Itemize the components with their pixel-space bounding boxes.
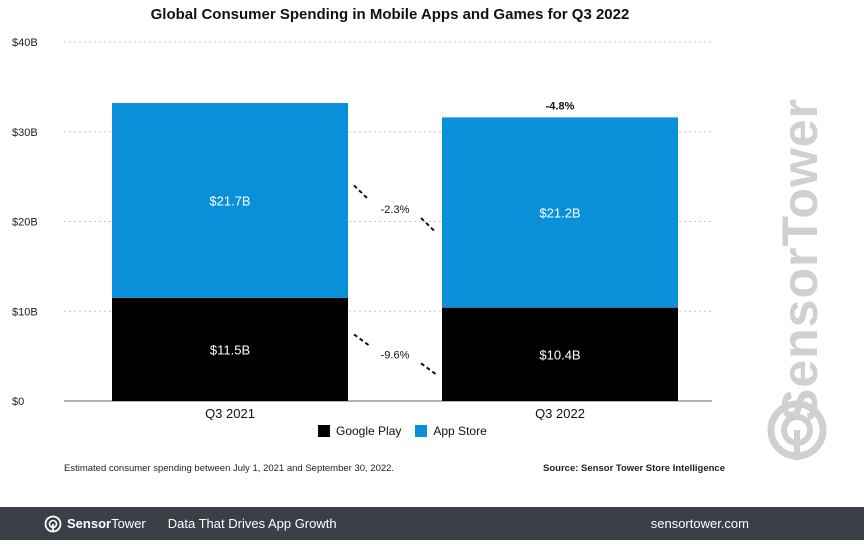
legend-item-app-store: App Store bbox=[415, 424, 487, 438]
y-tick-label-40: $40B bbox=[12, 37, 38, 49]
watermark-text: SensorTower bbox=[772, 97, 828, 423]
footer-brand-tower: Tower bbox=[111, 516, 146, 531]
footer-tagline: Data That Drives App Growth bbox=[167, 516, 337, 531]
bar-label-google-play-0: $11.5B bbox=[210, 342, 250, 357]
stacked-bar-chart: $0 $10B $20B $30B $40B $11.5B $21.7B Q3 2021 $10… bbox=[12, 37, 712, 420]
y-tick-label-30: $30B bbox=[12, 127, 38, 139]
bar-label-app-store-1: $21.2B bbox=[539, 206, 580, 221]
total-change-label: -4.8% bbox=[546, 100, 575, 112]
connector-google-play-a bbox=[353, 333, 370, 347]
watermark-logo-icon bbox=[767, 400, 827, 460]
legend-item-google-play: Google Play bbox=[318, 424, 401, 438]
x-tick-label-1: Q3 2022 bbox=[535, 406, 585, 420]
source-note: Source: Sensor Tower Store Intelligence bbox=[543, 463, 725, 474]
chart-title: Global Consumer Spending in Mobile Apps … bbox=[150, 6, 630, 23]
y-tick-label-0: $0 bbox=[12, 396, 24, 408]
legend-swatch-app-store bbox=[415, 425, 428, 437]
footer-brand-sensor: Sensor bbox=[67, 516, 112, 531]
change-label-google-play: -9.6% bbox=[381, 349, 410, 361]
sensor-tower-logo-icon bbox=[44, 515, 62, 532]
bar-app-store-0 bbox=[112, 103, 348, 298]
footer-bar: Sensor Tower Data That Drives App Growth … bbox=[0, 507, 864, 540]
bar-label-google-play-1: $10.4B bbox=[539, 347, 580, 362]
connector-app-store-a bbox=[353, 184, 370, 201]
watermark: SensorTower bbox=[755, 40, 845, 480]
legend-label-google-play: Google Play bbox=[336, 424, 402, 438]
footer-brand[interactable]: Sensor Tower bbox=[44, 515, 146, 533]
y-tick-label-20: $20B bbox=[12, 217, 38, 229]
legend-swatch-google-play bbox=[318, 425, 330, 437]
chart-legend: Google Play App Store bbox=[318, 424, 501, 438]
connector-google-play-b bbox=[420, 362, 437, 376]
legend-label-app-store: App Store bbox=[433, 424, 487, 438]
bar-google-play-1 bbox=[442, 307, 678, 401]
footer-url[interactable]: sensortower.com bbox=[650, 516, 749, 531]
bar-label-app-store-0: $21.7B bbox=[209, 193, 250, 208]
x-tick-label-0: Q3 2021 bbox=[205, 406, 255, 420]
connector-app-store-b bbox=[420, 217, 437, 234]
y-tick-label-10: $10B bbox=[12, 306, 38, 318]
change-label-app-store: -2.3% bbox=[381, 204, 410, 216]
bar-google-play-0 bbox=[112, 297, 348, 401]
footnote: Estimated consumer spending between July… bbox=[64, 463, 395, 474]
bar-app-store-1 bbox=[442, 117, 678, 308]
